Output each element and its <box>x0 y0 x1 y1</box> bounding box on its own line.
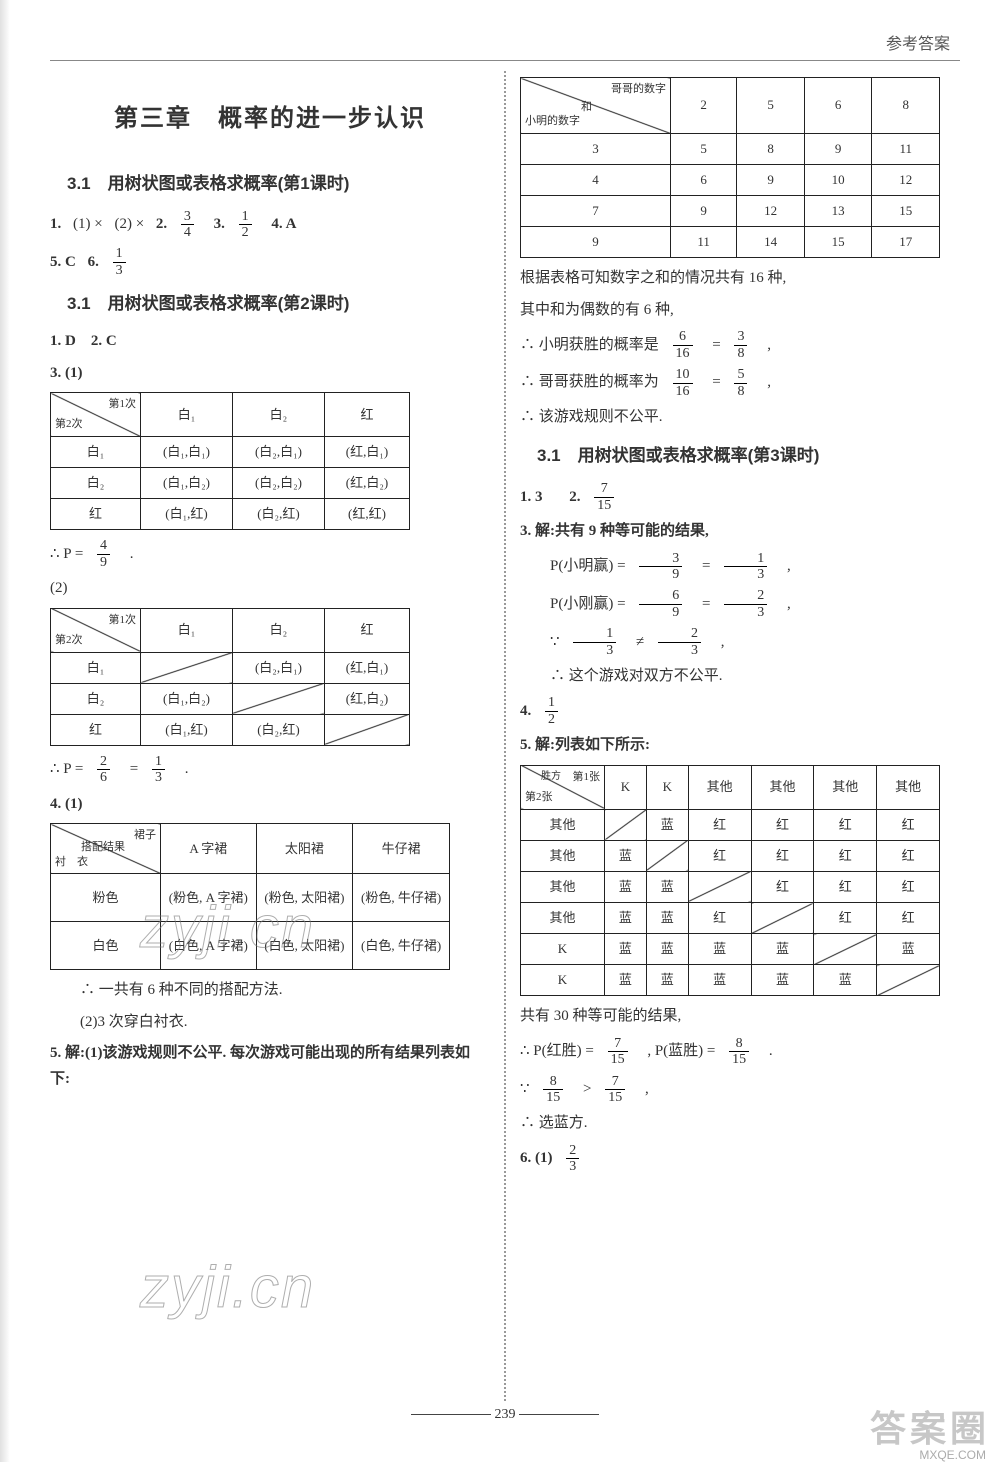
right-column: 哥哥的数字 和 小明的数字 2568 358911 4691012 791213… <box>520 71 960 1401</box>
columns: 第三章 概率的进一步认识 3.1 用树状图或表格求概率(第1课时) 1. (1)… <box>50 71 960 1401</box>
sec3-q3a: 3. 解:共有 9 种等可能的结果, <box>520 519 960 545</box>
ans-label: 3. <box>214 216 225 232</box>
section-2-title: 3.1 用树状图或表格求概率(第2课时) <box>50 290 490 319</box>
page-number: 239 <box>50 1407 960 1423</box>
fraction: 34 <box>181 209 202 241</box>
ans: (2) × <box>114 216 144 232</box>
r-l4: ∴ 哥哥获胜的概率为 1016 = 58 , <box>520 367 960 399</box>
r-t5-l1: 共有 30 种等可能的结果, <box>520 1004 960 1030</box>
sec2-line2: 3. (1) <box>50 361 490 387</box>
page-number-value: 239 <box>495 1407 516 1422</box>
table-4: 哥哥的数字 和 小明的数字 2568 358911 4691012 791213… <box>520 77 940 258</box>
sec3-q3c: P(小刚赢) = 69 = 23 , <box>520 588 960 620</box>
t3-note2: (2)3 次穿白衬衣. <box>50 1010 490 1036</box>
sec3-q5a: 5. 解:列表如下所示: <box>520 733 960 759</box>
column-divider <box>504 71 506 1401</box>
col-head: 白₂ <box>232 393 324 437</box>
ans-label: 2. <box>156 216 167 232</box>
corner-sub: MXQE.COM <box>919 1448 986 1462</box>
ans: 4. A <box>271 216 296 232</box>
ans: 5. C <box>50 254 76 270</box>
col-head: 白₁ <box>141 393 233 437</box>
col-head: 红 <box>324 393 409 437</box>
r-t5-l3: ∵ 815 > 715 , <box>520 1074 960 1106</box>
sec3-q3b: P(小明赢) = 39 = 13 , <box>520 551 960 583</box>
section-1-title: 3.1 用树状图或表格求概率(第1课时) <box>50 170 490 199</box>
left-shadow <box>0 0 10 1462</box>
sec3-q3d: ∵ 13 ≠ 23 , <box>520 626 960 658</box>
r-l2: 其中和为偶数的有 6 种, <box>520 298 960 324</box>
sec3-q4: 4. 12 <box>520 695 960 727</box>
sec2-line4: 4. (1) <box>50 792 490 818</box>
ans-label: 6. <box>88 254 99 270</box>
t3-note1: ∴ 一共有 6 种不同的搭配方法. <box>50 978 490 1004</box>
r-t5-l2: ∴ P(红胜) = 715 , P(蓝胜) = 815 . <box>520 1036 960 1068</box>
table-5: 胜方 第1张 第2张 KK其他其他其他其他 其他蓝红红红红 其他蓝红红红红 其他… <box>520 765 940 997</box>
fraction: 12 <box>239 209 260 241</box>
left-column: 第三章 概率的进一步认识 3.1 用树状图或表格求概率(第1课时) 1. (1)… <box>50 71 490 1401</box>
sec1-answers-line2: 5. C 6. 13 <box>50 246 490 278</box>
fraction: 13 <box>113 246 134 278</box>
section-3-title: 3.1 用树状图或表格求概率(第3课时) <box>520 442 960 471</box>
table-2: 第1次第2次 白₁白₂红 白₁(白₂,白₁)(红,白₁) 白₂(白₁,白₂)(红… <box>50 608 410 746</box>
sec2-line3: (2) <box>50 576 490 602</box>
sec2-p2: ∴ P = 26 = 13 . <box>50 754 490 786</box>
r-l3: ∴ 小明获胜的概率是 616 = 38 , <box>520 329 960 361</box>
sec2-p1: ∴ P = 49 . <box>50 538 490 570</box>
sec1-answers-line1: 1. (1) × (2) × 2. 34 3. 12 4. A <box>50 209 490 241</box>
header-label: 参考答案 <box>50 30 960 61</box>
sec3-q3e: ∴ 这个游戏对双方不公平. <box>520 664 960 690</box>
sec2-line1: 1. D 2. C <box>50 329 490 355</box>
table-3: 裙子 搭配结果 衬 衣 A 字裙太阳裙牛仔裙 粉色(粉色, A 字裙)(粉色, … <box>50 823 450 970</box>
corner-logo: 答案圈 <box>870 1400 990 1452</box>
chapter-title: 第三章 概率的进一步认识 <box>50 99 490 140</box>
ans: (1) × <box>73 216 103 232</box>
r-l1: 根据表格可知数字之和的情况共有 16 种, <box>520 266 960 292</box>
ans-label: 1. <box>50 216 61 232</box>
sec2-q5: 5. 解:(1)该游戏规则不公平. 每次游戏可能出现的所有结果列表如下: <box>50 1041 490 1092</box>
sec3-q6: 6. (1) 23 <box>520 1143 960 1175</box>
r-t5-l4: ∴ 选蓝方. <box>520 1111 960 1137</box>
table-1: 第1次第2次 白₁ 白₂ 红 白₁(白₁,白₁)(白₂,白₁)(红,白₁) 白₂… <box>50 392 410 530</box>
sec3-line1: 1. 3 2. 715 <box>520 481 960 513</box>
watermark: zyji.cn <box>140 1239 315 1338</box>
r-l5: ∴ 该游戏规则不公平. <box>520 405 960 431</box>
page: 参考答案 第三章 概率的进一步认识 3.1 用树状图或表格求概率(第1课时) 1… <box>0 0 1000 1462</box>
